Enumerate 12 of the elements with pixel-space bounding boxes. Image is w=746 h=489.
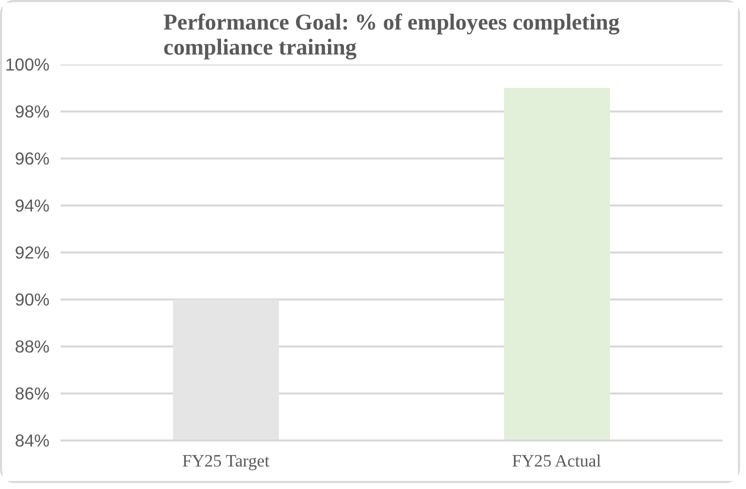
y-tick-label: 86% bbox=[14, 384, 50, 404]
y-tick-label: 94% bbox=[14, 196, 50, 216]
y-tick-label: 96% bbox=[14, 148, 50, 168]
y-tick-label: 90% bbox=[14, 290, 50, 310]
y-tick-label: 100% bbox=[5, 54, 50, 74]
y-tick-label: 98% bbox=[14, 102, 50, 122]
y-tick-label: 88% bbox=[14, 336, 50, 356]
y-tick-label: 92% bbox=[14, 242, 50, 262]
x-tick-label: FY25 Actual bbox=[512, 452, 602, 470]
y-tick-label: 84% bbox=[14, 430, 50, 450]
x-tick-label: FY25 Target bbox=[182, 452, 270, 470]
chart-title: Performance Goal: % of employees completing compliance training bbox=[163, 10, 620, 60]
